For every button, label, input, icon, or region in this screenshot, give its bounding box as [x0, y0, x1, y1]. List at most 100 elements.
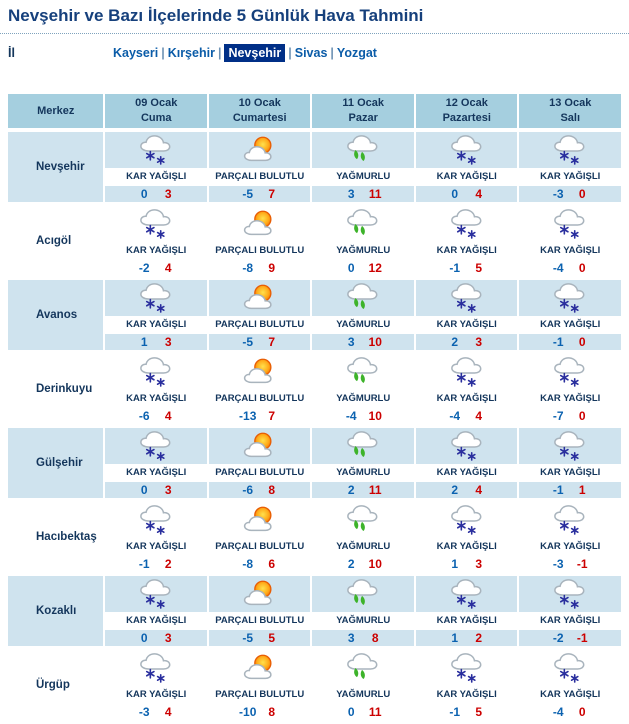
max-temp: 2 — [164, 557, 172, 571]
condition-label: PARÇALI BULUTLU — [208, 168, 311, 186]
region-link-0[interactable]: Kayseri — [113, 46, 159, 60]
condition-label: KAR YAĞIŞLI — [519, 242, 621, 260]
forecast-cell: YAĞMURLU 2 10 — [312, 502, 414, 572]
max-temp: 8 — [268, 483, 276, 497]
max-temp: 3 — [164, 335, 172, 349]
condition-label: YAĞMURLU — [312, 242, 414, 260]
condition-label: YAĞMURLU — [312, 390, 414, 408]
temperature-range: -2 4 — [105, 260, 207, 276]
max-temp: 11 — [368, 705, 382, 719]
min-temp: 3 — [347, 631, 355, 645]
snow-cloud-icon — [415, 576, 518, 612]
sun-cloud-icon — [243, 654, 272, 680]
condition-label: KAR YAĞIŞLI — [105, 538, 207, 556]
snow-cloud-icon — [416, 354, 518, 390]
region-link-1[interactable]: Kırşehir — [167, 46, 215, 60]
condition-label: KAR YAĞIŞLI — [105, 612, 207, 630]
region-links: Kayseri | Kırşehir | Nevşehir | Sivas | Yozgat — [113, 44, 377, 62]
table-row: Nevşehir KAR YAĞIŞLI 0 3 PARÇALI BULUTLU -5… — [8, 132, 621, 202]
snow-cloud-icon — [450, 135, 482, 165]
snow-cloud-icon — [415, 428, 518, 464]
condition-label: YAĞMURLU — [312, 686, 414, 704]
forecast-cell: YAĞMURLU -4 10 — [312, 354, 414, 424]
snow-cloud-icon — [105, 280, 207, 316]
district-name: Acıgöl — [36, 235, 72, 247]
corner-header: Merkez — [8, 94, 104, 128]
forecast-cell: KAR YAĞIŞLI -1 0 — [519, 280, 621, 350]
condition-label: KAR YAĞIŞLI — [415, 612, 518, 630]
max-temp: 0 — [578, 335, 586, 349]
forecast-cell: KAR YAĞIŞLI 0 4 — [415, 132, 518, 202]
rain-cloud-icon — [312, 502, 414, 538]
day-header: 11 Ocak Pazar — [312, 94, 414, 128]
sun-cloud-icon — [208, 132, 311, 168]
sun-cloud-icon — [243, 210, 272, 236]
condition-label: KAR YAĞIŞLI — [415, 538, 518, 556]
max-temp: 10 — [368, 557, 382, 571]
rain-cloud-icon — [312, 354, 414, 390]
forecast-cell: KAR YAĞIŞLI 0 3 — [105, 428, 207, 498]
forecast-cell: KAR YAĞIŞLI 1 3 — [105, 280, 207, 350]
snow-cloud-icon — [554, 283, 585, 313]
condition-label: KAR YAĞIŞLI — [519, 168, 621, 186]
max-temp: 1 — [578, 483, 586, 497]
sun-cloud-icon — [208, 576, 311, 612]
region-link-4[interactable]: Yozgat — [336, 46, 377, 60]
snow-cloud-icon — [415, 132, 518, 168]
max-temp: 6 — [268, 557, 276, 571]
rain-cloud-icon — [347, 653, 378, 679]
snow-cloud-icon — [554, 431, 585, 461]
snow-cloud-icon — [554, 357, 585, 387]
table-row: Acıgöl KAR YAĞIŞLI -2 4 PARÇALI BULUTLU -8 9… — [8, 206, 621, 276]
min-temp: -4 — [345, 409, 357, 423]
day-header-name: Salı — [560, 112, 581, 124]
forecast-cell: PARÇALI BULUTLU -10 8 — [208, 650, 311, 720]
rain-cloud-icon — [312, 206, 414, 242]
min-temp: -4 — [552, 705, 564, 719]
forecast-cell: KAR YAĞIŞLI -1 5 — [415, 650, 518, 720]
forecast-cell: PARÇALI BULUTLU -5 7 — [208, 132, 311, 202]
snow-cloud-icon — [554, 135, 585, 165]
district-name: Avanos — [8, 280, 104, 350]
min-temp: -3 — [552, 557, 564, 571]
forecast-cell: KAR YAĞIŞLI -1 5 — [415, 206, 518, 276]
link-separator: | — [217, 46, 222, 60]
min-temp: -4 — [552, 261, 564, 275]
condition-label: KAR YAĞIŞLI — [105, 168, 207, 186]
region-link-2[interactable]: Nevşehir — [224, 44, 286, 62]
region-selector: İl Kayseri | Kırşehir | Nevşehir | Sivas | Yozga… — [0, 34, 629, 68]
forecast-cell: KAR YAĞIŞLI -4 4 — [415, 354, 518, 424]
snow-cloud-icon — [105, 502, 207, 538]
link-separator: | — [288, 46, 292, 60]
region-link-3[interactable]: Sivas — [294, 46, 328, 60]
condition-label: KAR YAĞIŞLI — [519, 316, 621, 334]
temperature-range: -1 5 — [416, 260, 518, 276]
province-label: İl — [8, 46, 15, 60]
max-temp: 11 — [368, 187, 382, 201]
min-temp: 0 — [347, 705, 355, 719]
temperature-range: 2 11 — [312, 482, 414, 498]
condition-label: PARÇALI BULUTLU — [208, 242, 311, 260]
day-header: 13 Ocak Salı — [519, 94, 621, 128]
min-temp: 0 — [140, 483, 148, 497]
rain-cloud-icon — [347, 505, 378, 531]
snow-cloud-icon — [554, 579, 585, 609]
temperature-range: 3 10 — [312, 334, 414, 350]
snow-cloud-icon — [416, 206, 518, 242]
temperature-range: -3 -1 — [519, 556, 621, 572]
min-temp: -10 — [239, 705, 257, 719]
condition-label: KAR YAĞIŞLI — [415, 242, 518, 260]
condition-label: YAĞMURLU — [312, 612, 414, 630]
max-temp: 7 — [268, 409, 276, 423]
condition-label: KAR YAĞIŞLI — [519, 612, 621, 630]
snow-cloud-icon — [554, 653, 585, 683]
forecast-cell: KAR YAĞIŞLI -6 4 — [105, 354, 207, 424]
forecast-cell: KAR YAĞIŞLI -3 -1 — [519, 502, 621, 572]
link-separator: | — [161, 46, 165, 60]
forecast-cell: PARÇALI BULUTLU -13 7 — [208, 354, 311, 424]
